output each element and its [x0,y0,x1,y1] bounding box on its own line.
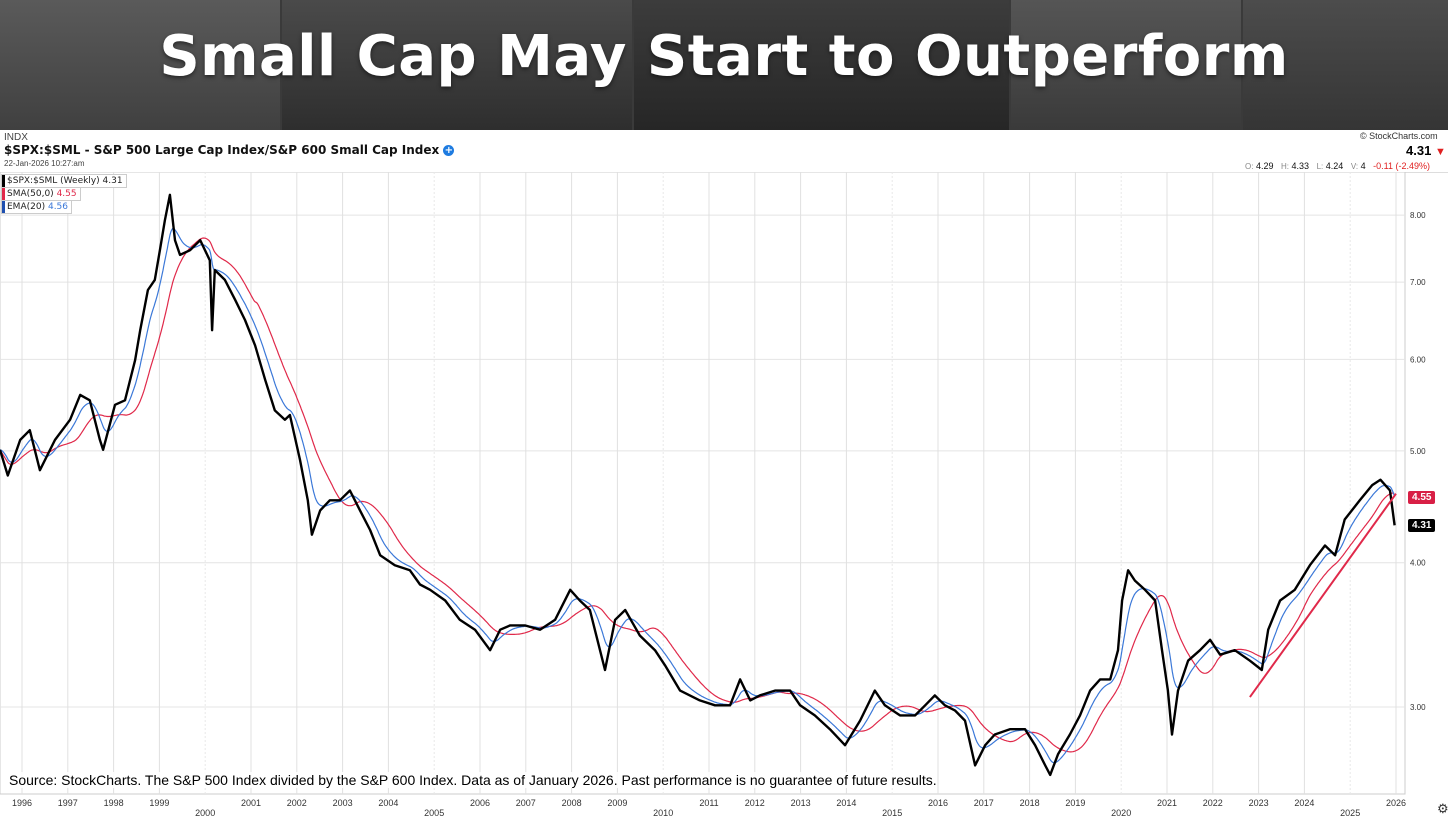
x-tick-label: 2013 [791,798,811,808]
legend-label: EMA(20) [7,202,46,212]
x-tick-label: 2023 [1249,798,1269,808]
x-tick-label: 2016 [928,798,948,808]
y-tick-label: 6.00 [1410,355,1426,364]
legend-swatch [2,188,5,200]
x-tick-label: 2020 [1111,808,1131,818]
legend-label: $SPX:$SML (Weekly) [7,176,100,186]
stockcharts-logo[interactable]: © StockCharts.com [1360,131,1438,141]
volume-label: V: [1350,162,1359,171]
gear-icon[interactable]: ⚙ [1437,801,1448,816]
last-price-value: 4.31 [1406,143,1432,158]
grid [0,172,1406,795]
x-tick-label: 2021 [1157,798,1177,808]
legend-value: 4.56 [47,202,69,212]
banner: Small Cap May Start to Outperform [0,0,1448,130]
x-axis: 1996 1997 1998 1999 2000 2001 2002 2003 2004 2005… [12,798,1406,818]
x-tick-label: 2003 [333,798,353,808]
legend-swatch [2,175,5,187]
x-tick-label: 2011 [699,798,718,808]
legend-value: 4.55 [56,189,77,199]
x-tick-label: 2010 [653,808,673,818]
banner-title: Small Cap May Start to Outperform [159,24,1289,89]
legend-item-price: $SPX:$SML (Weekly) 4.31 [1,174,127,188]
symbol-title-text: $SPX:$SML - S&P 500 Large Cap Index/S&P … [4,143,440,157]
x-tick-label: 1998 [104,798,124,808]
ohlc-row: O: 4.29 H: 4.33 L: 4.24 V: 4 -0.11 (-2.4… [1245,161,1430,171]
banner-photo [282,0,632,130]
x-tick-label: 2009 [607,798,627,808]
y-tick-label: 4.00 [1410,559,1426,568]
sma-line [0,237,1395,753]
price-line [0,193,1396,777]
x-tick-label: 2019 [1065,798,1085,808]
x-tick-label: 2024 [1294,798,1314,808]
x-tick-label: 2000 [195,808,215,818]
price-chart: 3.004.005.006.007.008.00 1996 1997 1998 199… [0,172,1426,818]
last-price-chip: 4.31 [1408,519,1436,532]
open-value: 4.29 [1255,161,1274,171]
change-value: -0.11 (-2.49%) [1373,161,1430,171]
trendline [1249,493,1397,698]
high-label: H: [1281,162,1290,171]
chart-header: INDX $SPX:$SML - S&P 500 Large Cap Index… [0,130,1448,173]
down-triangle-icon: ▼ [1434,146,1446,158]
open-label: O: [1245,162,1254,171]
x-tick-label: 2026 [1386,798,1406,808]
legend-value: 4.31 [102,176,123,186]
x-tick-label: 2012 [745,798,765,808]
x-tick-label: 2025 [1340,808,1360,818]
ema-line [0,227,1395,764]
legend-swatch [2,201,5,213]
source-note: Source: StockCharts. The S&P 500 Index d… [9,772,937,788]
y-tick-label: 8.00 [1410,211,1426,220]
x-tick-label: 2015 [882,808,902,818]
y-axis: 3.00 4.00 5.00 6.00 7.00 8.00 [1410,211,1426,712]
x-tick-label: 2002 [287,798,307,808]
x-tick-label: 2001 [241,798,261,808]
x-tick-label: 1999 [149,798,169,808]
plot-area [0,172,1406,795]
exchange-label: INDX [4,132,28,143]
x-tick-label: 1996 [12,798,32,808]
x-tick-label: 1997 [58,798,78,808]
add-icon[interactable]: + [443,145,455,156]
y-tick-label: 7.00 [1410,278,1426,287]
x-tick-label: 2008 [562,798,582,808]
sma-price-chip: 4.55 [1408,491,1436,504]
x-tick-label: 2006 [470,798,490,808]
low-label: L: [1316,162,1324,171]
banner-photo [0,0,280,130]
y-tick-label: 5.00 [1410,447,1426,456]
symbol-title: $SPX:$SML - S&P 500 Large Cap Index/S&P … [4,143,455,157]
legend-label: SMA(50,0) [7,189,54,199]
x-tick-label: 2004 [378,798,398,808]
low-value: 4.24 [1325,161,1344,171]
banner-photo [1243,0,1448,130]
x-tick-label: 2017 [974,798,994,808]
x-tick-label: 2005 [424,808,444,818]
volume-value: 4 [1360,161,1366,171]
timestamp: 22-Jan-2026 10:27:am [4,159,85,168]
x-tick-label: 2014 [836,798,856,808]
high-value: 4.33 [1291,161,1310,171]
x-tick-label: 2018 [1020,798,1040,808]
x-tick-label: 2022 [1203,798,1223,808]
banner-photo [1011,0,1241,130]
banner-photo [634,0,1009,130]
legend-item-ema: EMA(20) 4.56 [1,200,73,214]
x-tick-label: 2007 [516,798,536,808]
legend-item-sma: SMA(50,0) 4.55 [1,187,81,201]
series-lines [0,193,1397,777]
last-price: 4.31 ▼ [1406,143,1446,158]
series-group [0,193,1397,777]
y-tick-label: 3.00 [1410,703,1426,712]
